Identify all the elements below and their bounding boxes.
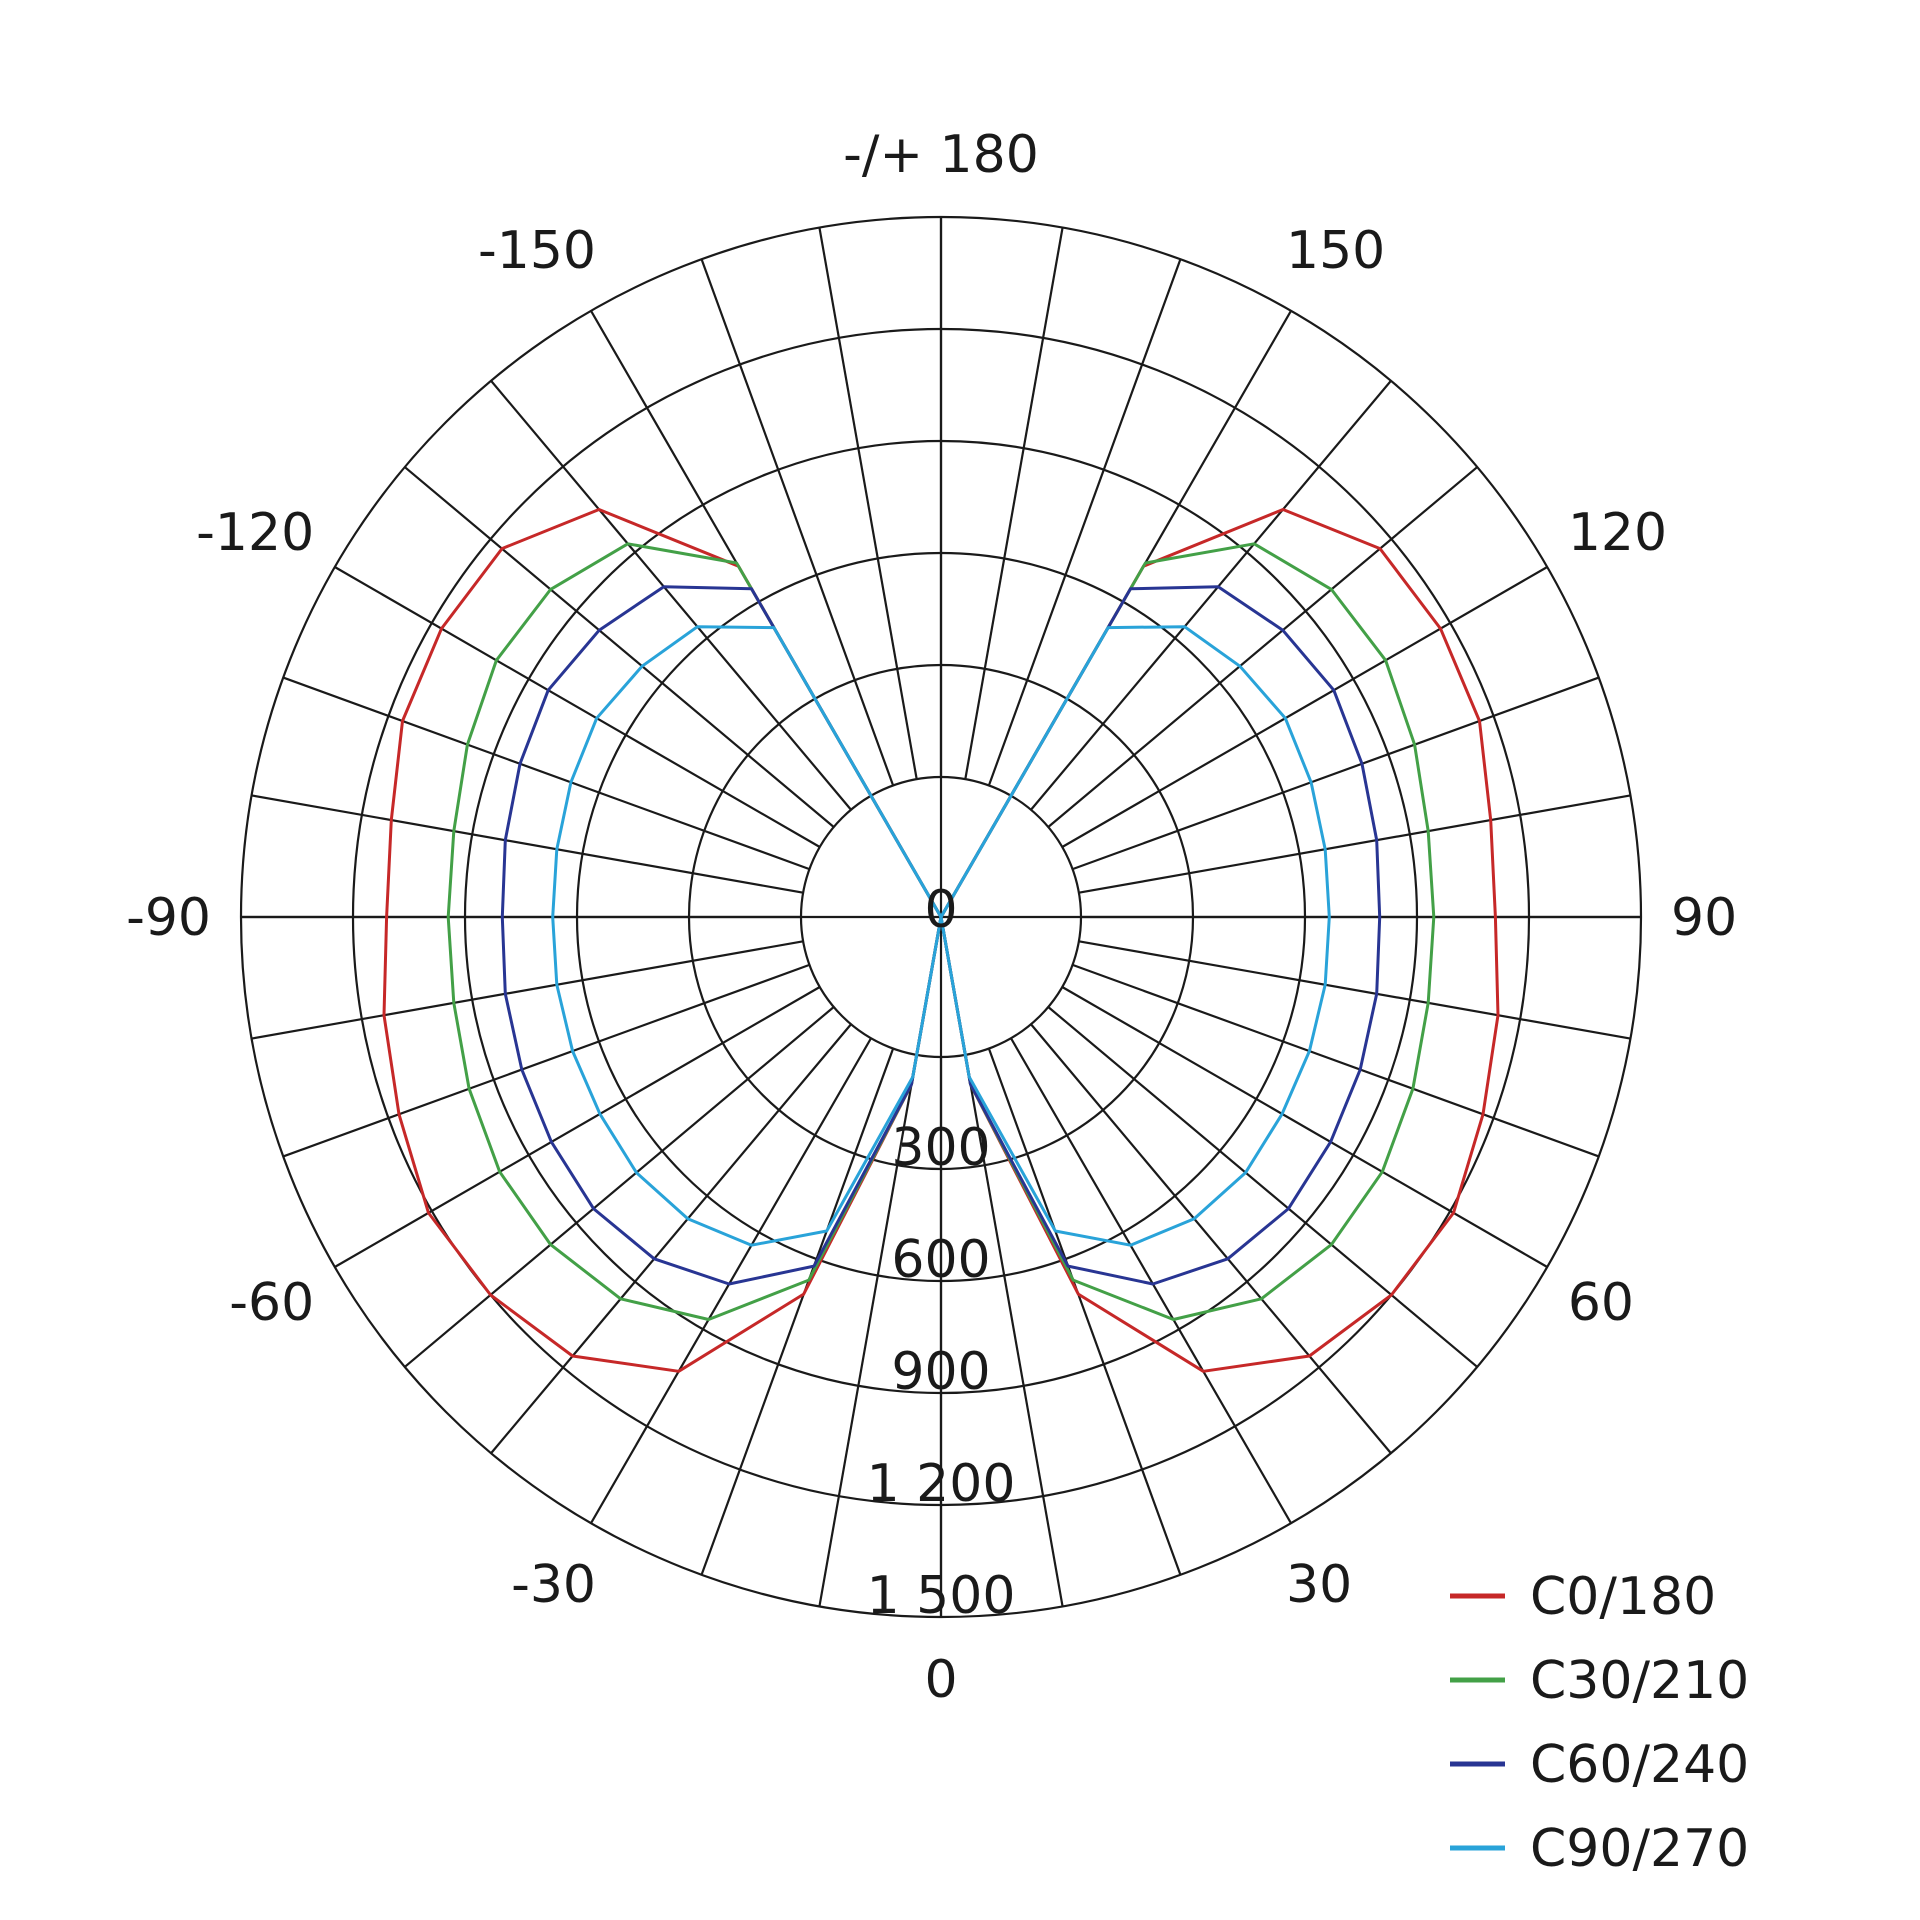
angular-gridline bbox=[1078, 940, 1631, 1040]
angular-gridline bbox=[1030, 1023, 1392, 1454]
legend-label: C90/270 bbox=[1530, 1819, 1749, 1879]
angular-gridline bbox=[404, 466, 835, 828]
angular-gridline bbox=[334, 986, 821, 1268]
series-curve-c90-270-right bbox=[939, 625, 1331, 1247]
angular-gridline bbox=[251, 940, 804, 1040]
angle-label: 60 bbox=[1568, 1273, 1634, 1333]
angular-gridline bbox=[700, 1048, 895, 1576]
angular-gridline bbox=[1078, 794, 1631, 894]
intensity-curves bbox=[382, 508, 1500, 1373]
angular-gridline bbox=[490, 380, 852, 811]
series-curve-c0-180-right bbox=[939, 508, 1500, 1373]
series-curve-c30-210-left bbox=[446, 542, 943, 1321]
angular-gridline bbox=[1072, 676, 1600, 871]
angle-label: 90 bbox=[1671, 888, 1737, 948]
radial-tick-label: 300 bbox=[891, 1118, 990, 1178]
radial-tick-label: 1 500 bbox=[867, 1566, 1016, 1626]
angular-gridline bbox=[1072, 963, 1600, 1158]
angle-label: -/+ 180 bbox=[843, 125, 1039, 185]
angle-label: 120 bbox=[1568, 503, 1667, 563]
angular-gridline bbox=[404, 1006, 835, 1368]
angular-gridline bbox=[490, 1023, 852, 1454]
angular-gridline bbox=[987, 258, 1182, 786]
angular-gridline bbox=[964, 1054, 1064, 1607]
series-curve-c60-240-right bbox=[939, 585, 1382, 1286]
series-curve-c90-270-left bbox=[551, 625, 943, 1247]
legend-label: C0/180 bbox=[1530, 1567, 1716, 1627]
angular-gridline bbox=[964, 227, 1064, 780]
angular-gridline bbox=[700, 258, 895, 786]
angular-gridline bbox=[818, 227, 918, 780]
angular-gridline bbox=[1047, 466, 1478, 828]
angle-label: -30 bbox=[511, 1555, 596, 1615]
angular-gridline bbox=[590, 1037, 872, 1524]
angular-gridline bbox=[282, 963, 810, 1158]
series-curve-c30-210-right bbox=[939, 542, 1436, 1321]
angular-gridline bbox=[334, 566, 821, 848]
angle-label: -60 bbox=[229, 1273, 314, 1333]
angular-gridline bbox=[1061, 566, 1548, 848]
radial-tick-label: 0 bbox=[924, 880, 957, 940]
legend-label: C30/210 bbox=[1530, 1651, 1749, 1711]
angular-gridline bbox=[987, 1048, 1182, 1576]
axis-labels: -/+ 180-150 150-120 120-90 90-60 60-30 300030… bbox=[126, 125, 1737, 1710]
radial-tick-label: 900 bbox=[891, 1342, 990, 1402]
angle-label: 30 bbox=[1286, 1555, 1352, 1615]
angular-gridline bbox=[251, 794, 804, 894]
legend: C0/180 C30/210 C60/240 C90/270 bbox=[1450, 1567, 1749, 1879]
angle-label: 0 bbox=[924, 1650, 957, 1710]
angular-gridline bbox=[1061, 986, 1548, 1268]
series-curve-c60-240-left bbox=[500, 585, 943, 1286]
angular-gridline bbox=[818, 1054, 918, 1607]
angle-label: -90 bbox=[126, 888, 211, 948]
angular-gridline bbox=[1030, 380, 1392, 811]
angle-label: -150 bbox=[478, 221, 596, 281]
legend-label: C60/240 bbox=[1530, 1735, 1749, 1795]
angular-gridline bbox=[1010, 1037, 1292, 1524]
angular-gridline bbox=[1047, 1006, 1478, 1368]
polar-grid bbox=[239, 215, 1643, 1619]
radial-tick-label: 1 200 bbox=[867, 1454, 1016, 1514]
radial-tick-label: 600 bbox=[891, 1230, 990, 1290]
angle-label: -120 bbox=[196, 503, 314, 563]
series-curve-c0-180-left bbox=[382, 508, 943, 1373]
angular-gridline bbox=[282, 676, 810, 871]
angle-label: 150 bbox=[1286, 221, 1385, 281]
